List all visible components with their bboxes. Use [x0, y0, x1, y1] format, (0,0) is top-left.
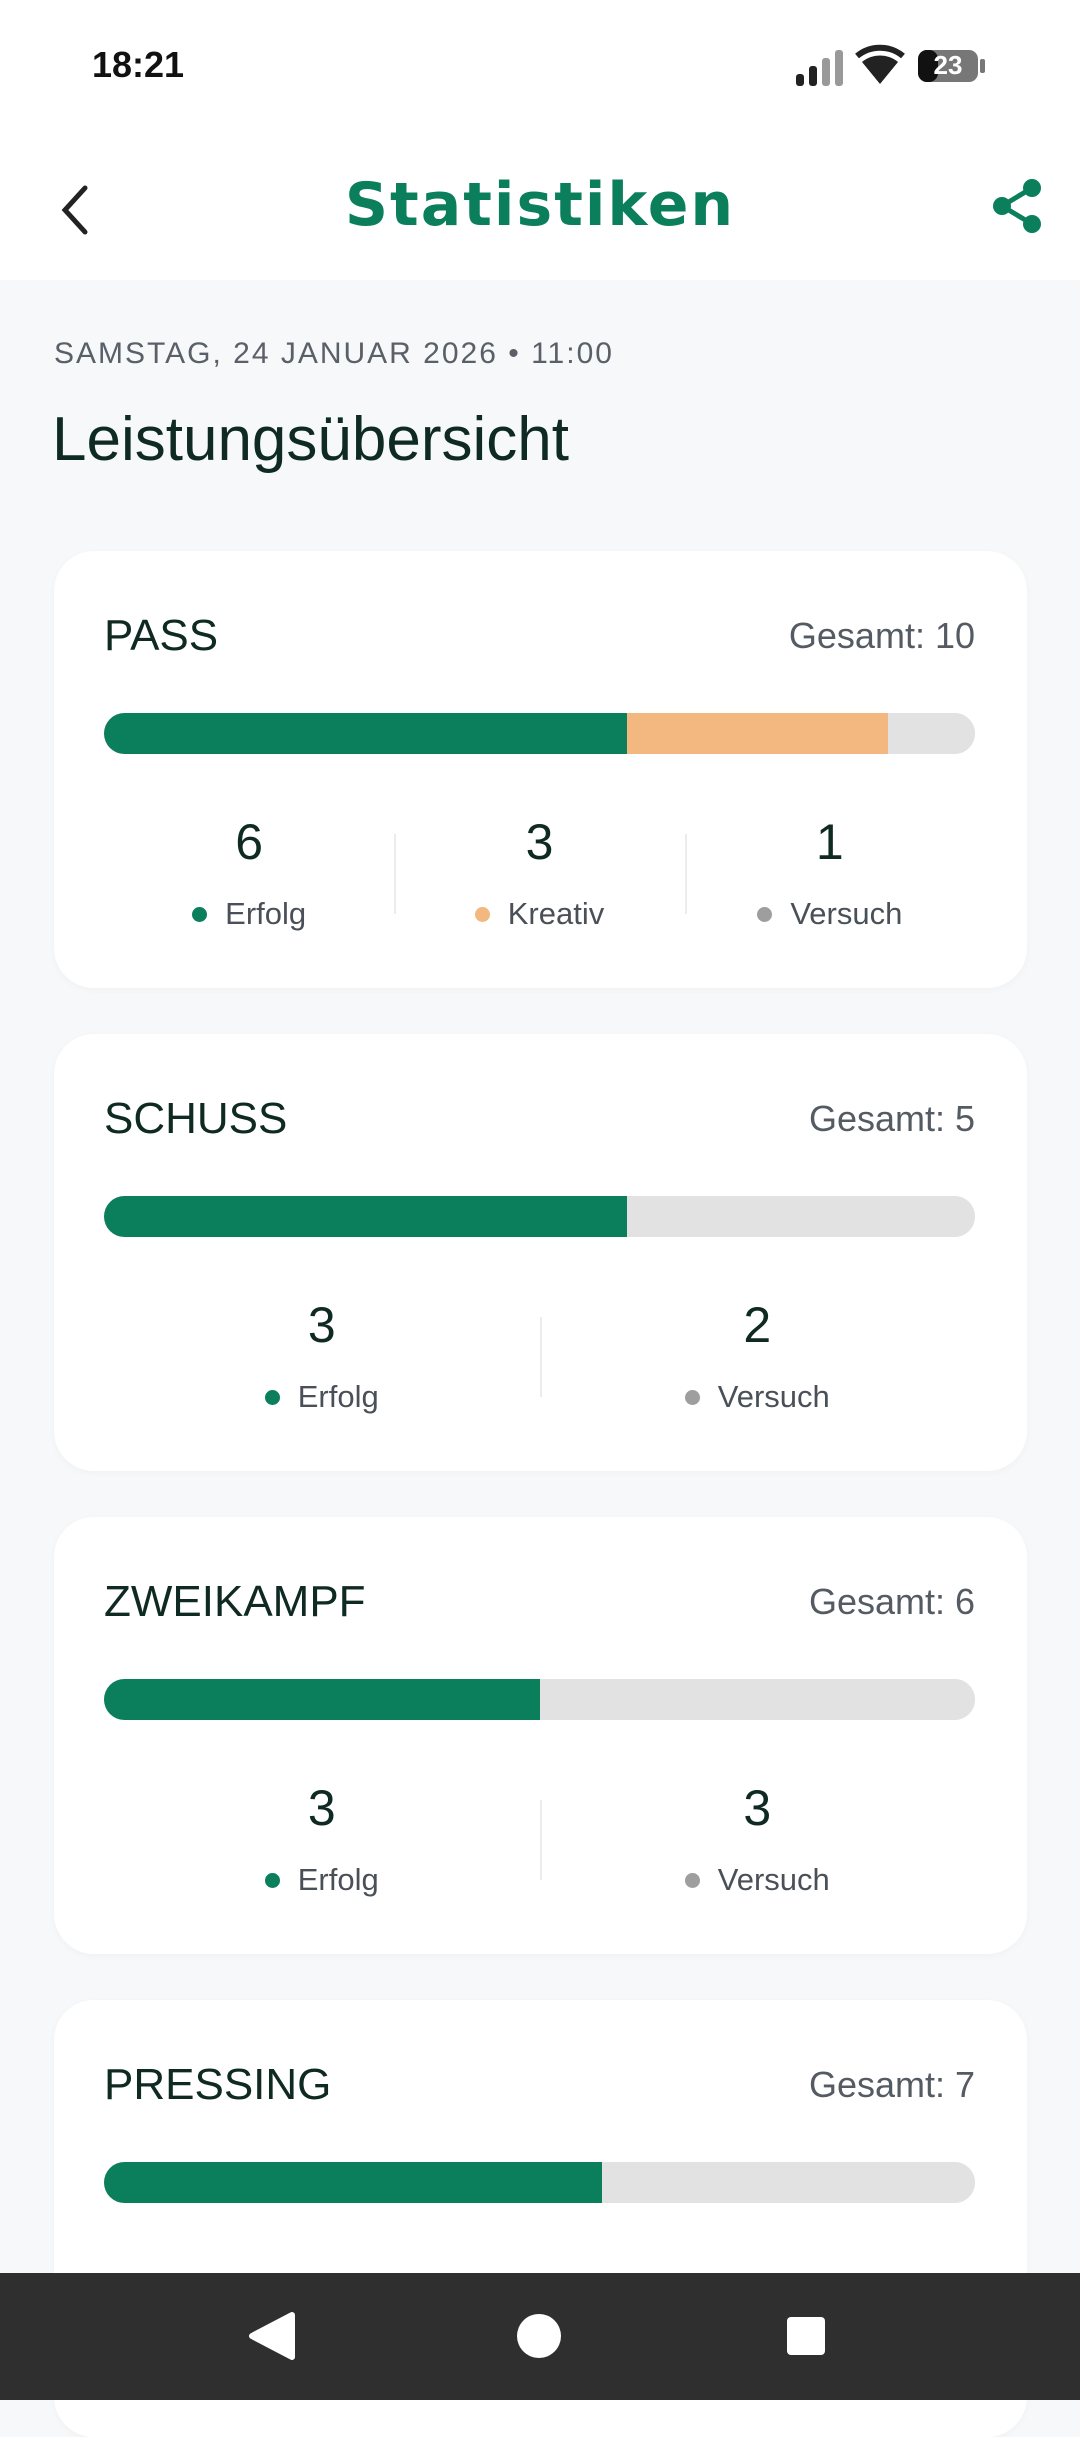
stat-legend: Erfolg	[172, 1379, 472, 1415]
nav-recents[interactable]	[787, 2317, 825, 2355]
nav-bar	[0, 2273, 1080, 2400]
stat-card: PASS Gesamt: 10 6 Erfolg 3 Kreativ 1 Versuch	[54, 551, 1027, 988]
bar-segment	[626, 713, 888, 754]
legend-label: Versuch	[790, 896, 903, 931]
nav-home[interactable]	[517, 2314, 561, 2358]
bar-segment	[104, 1196, 627, 1237]
nav-back[interactable]	[249, 2312, 295, 2360]
page-heading: Leistungsübersicht	[52, 405, 569, 474]
stat-value: 3	[307, 1297, 336, 1353]
bar-segment	[539, 1679, 975, 1720]
legend-dot	[684, 1389, 700, 1405]
legend-label: Kreativ	[507, 896, 605, 931]
share-button[interactable]	[988, 176, 1048, 236]
stat-value: 3	[307, 1780, 336, 1836]
legend-label: Erfolg	[225, 896, 307, 931]
stat-divider	[539, 1317, 542, 1397]
legend-dot	[264, 1389, 280, 1405]
legend-label: Erfolg	[297, 1862, 379, 1897]
card-title: PASS	[104, 611, 219, 660]
stat-value: 2	[743, 1297, 772, 1353]
status-time: 18:21	[92, 44, 185, 85]
card-total: Gesamt: 10	[788, 615, 975, 656]
stat-card: SCHUSS Gesamt: 5 3 Erfolg 2 Versuch	[54, 1034, 1027, 1471]
legend-label: Erfolg	[297, 1379, 379, 1414]
status-icons	[796, 44, 985, 86]
bar-segment	[887, 713, 975, 754]
progress-bar	[104, 713, 975, 754]
bar-segment	[104, 2162, 602, 2203]
stat-divider	[394, 834, 397, 914]
bar-segment	[626, 1196, 975, 1237]
back-button[interactable]	[50, 180, 100, 240]
stat-legend: Erfolg	[172, 1862, 472, 1898]
legend-label: Versuch	[717, 1862, 830, 1897]
legend-dot	[192, 906, 208, 922]
legend-dot	[684, 1872, 700, 1888]
card-title: ZWEIKAMPF	[104, 1577, 366, 1626]
stat-legend: Versuch	[607, 1379, 907, 1415]
card-total: Gesamt: 7	[808, 2064, 975, 2105]
progress-bar	[104, 2162, 975, 2203]
stat-value: 3	[743, 1780, 772, 1836]
stat-legend: Kreativ	[390, 896, 690, 932]
status-bar: 18:21 23	[0, 0, 1080, 140]
legend-dot	[757, 906, 773, 922]
card-title: PRESSING	[104, 2060, 332, 2109]
stat-value: 3	[525, 814, 554, 870]
stat-value: 6	[235, 814, 264, 870]
stat-divider	[684, 834, 687, 914]
bar-segment	[601, 2162, 975, 2203]
stat-value: 1	[815, 814, 844, 870]
card-total: Gesamt: 5	[808, 1098, 975, 1139]
app-header: Statistiken	[0, 140, 1080, 280]
progress-bar	[104, 1196, 975, 1237]
legend-dot	[474, 906, 490, 922]
nav-buttons	[249, 2312, 825, 2360]
app-title: Statistiken	[344, 170, 736, 240]
progress-bar	[104, 1679, 975, 1720]
stat-legend: Versuch	[607, 1862, 907, 1898]
stat-legend: Versuch	[680, 896, 980, 932]
battery-level: 23	[933, 50, 963, 80]
bar-segment	[104, 1679, 540, 1720]
legend-label: Versuch	[717, 1379, 830, 1414]
date-label: SAMSTAG, 24 JANUAR 2026 • 11:00	[54, 337, 614, 370]
bar-segment	[104, 713, 627, 754]
legend-dot	[264, 1872, 280, 1888]
stat-divider	[539, 1800, 542, 1880]
card-total: Gesamt: 6	[808, 1581, 975, 1622]
stat-card: ZWEIKAMPF Gesamt: 6 3 Erfolg 3 Versuch	[54, 1517, 1027, 1954]
stat-legend: Erfolg	[99, 896, 399, 932]
card-title: SCHUSS	[104, 1094, 288, 1143]
